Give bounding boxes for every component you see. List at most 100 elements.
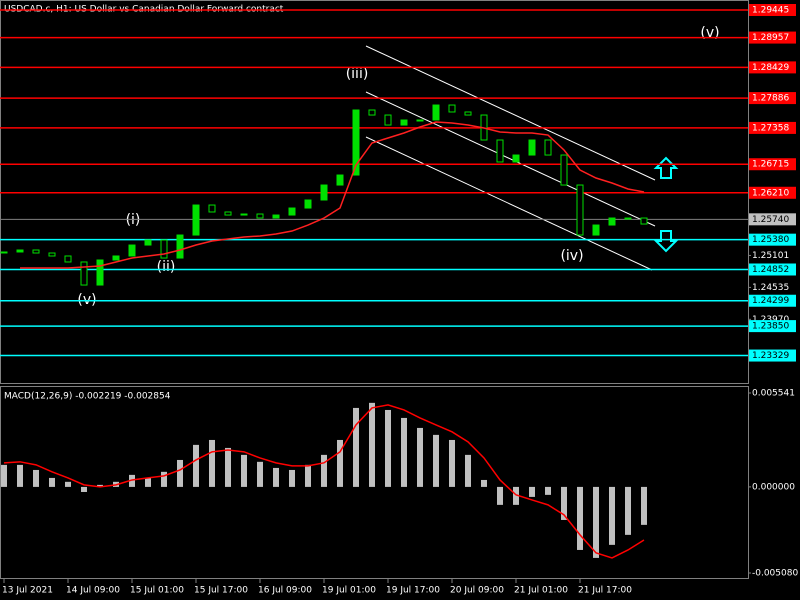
histogram-bar	[449, 439, 455, 487]
histogram-bar	[497, 486, 503, 505]
x-tick-label: 21 Jul 01:00	[514, 586, 568, 596]
level-label: 1.23850	[752, 322, 789, 332]
candle	[640, 217, 648, 225]
macd-title: MACD(12,26,9) -0.002219 -0.002854	[4, 392, 171, 402]
level-label: 1.24852	[752, 265, 789, 275]
current-price-label: 1.25740	[752, 215, 789, 225]
level-label: 1.28957	[752, 33, 789, 43]
candle	[624, 217, 632, 220]
level-label-box	[749, 186, 796, 199]
candle	[256, 213, 264, 219]
level-label: 1.29445	[752, 6, 789, 16]
histogram-bar	[353, 407, 359, 487]
candle	[96, 259, 104, 286]
histogram-bar	[625, 486, 631, 535]
x-tick-label: 19 Jul 17:00	[386, 586, 440, 596]
price-panel-border	[0, 0, 749, 384]
candle	[48, 252, 56, 257]
down-arrow	[653, 230, 679, 253]
candle	[176, 234, 184, 259]
candle	[384, 114, 392, 126]
histogram-bar	[273, 467, 279, 487]
histogram-bar	[545, 486, 551, 495]
candle	[0, 251, 8, 254]
candle	[144, 239, 152, 246]
histogram-bar	[561, 486, 567, 520]
candle	[224, 211, 232, 216]
level-label: 1.24299	[752, 296, 789, 306]
level-label-box	[749, 233, 796, 246]
histogram-bar	[225, 447, 231, 487]
candle	[560, 154, 568, 186]
level-label-box	[749, 158, 796, 171]
level-label-box	[749, 4, 796, 17]
x-tick-label: 19 Jul 01:00	[322, 586, 376, 596]
histogram-bar	[17, 464, 23, 487]
candle	[128, 244, 136, 257]
candle	[320, 184, 328, 201]
histogram-bar	[513, 486, 519, 505]
histogram-bar	[529, 486, 535, 497]
histogram-bar	[369, 402, 375, 487]
candle	[576, 184, 584, 236]
candle	[32, 249, 40, 254]
candle	[512, 154, 520, 163]
candle	[352, 109, 360, 176]
histogram-bar	[609, 486, 615, 545]
wave-label: (iii)	[346, 66, 369, 82]
line-series	[3, 404, 645, 559]
histogram-bar	[145, 477, 151, 487]
level-label: 1.26210	[752, 188, 789, 198]
histogram-bar	[129, 474, 135, 487]
candle	[448, 104, 456, 113]
histogram-bar	[577, 486, 583, 550]
level-label-box	[749, 320, 796, 333]
histogram-bar	[97, 484, 103, 487]
histogram-bar	[289, 469, 295, 487]
channel-line	[365, 45, 656, 181]
candle	[192, 204, 200, 236]
y-tick-label: 1.23970	[752, 315, 789, 325]
candle	[304, 199, 312, 209]
x-tick-label: 13 Jul 2021	[2, 586, 53, 596]
candle	[432, 104, 440, 121]
candle	[416, 119, 424, 122]
histogram-bar	[33, 469, 39, 487]
histogram-bar	[337, 439, 343, 487]
candle	[400, 119, 408, 126]
x-tick-label: 20 Jul 09:00	[450, 586, 504, 596]
x-tick-label: 21 Jul 17:00	[578, 586, 632, 596]
level-label: 1.27886	[752, 94, 789, 104]
y-tick-label: 0.005541	[752, 388, 795, 398]
channel	[365, 45, 656, 271]
histogram-bar	[385, 409, 391, 487]
histogram-bar	[593, 486, 599, 558]
candle	[608, 217, 616, 226]
histogram-bar	[465, 454, 471, 487]
y-tick-label: 0.000000	[752, 482, 795, 492]
x-tick-label: 15 Jul 01:00	[130, 586, 184, 596]
histogram-bar	[177, 459, 183, 487]
wave-label: (ii)	[157, 259, 176, 275]
level-label-box	[749, 349, 796, 362]
histogram-bar	[49, 477, 55, 487]
level-label: 1.23329	[752, 351, 789, 361]
histogram-bar	[241, 454, 247, 487]
histogram-bar	[417, 427, 423, 487]
candle	[288, 207, 296, 216]
histogram-bar	[401, 417, 407, 487]
arrows	[653, 156, 679, 253]
channel-line	[365, 136, 653, 271]
candle	[496, 139, 504, 163]
candle	[64, 255, 72, 263]
candle	[112, 255, 120, 261]
candle	[528, 139, 536, 156]
candle	[592, 224, 600, 236]
level-label-box	[749, 31, 796, 44]
level-label: 1.27358	[752, 123, 789, 133]
candle	[368, 109, 376, 116]
wave-label: (iv)	[560, 248, 583, 264]
x-tick-label: 16 Jul 09:00	[258, 586, 312, 596]
frame	[0, 0, 749, 579]
